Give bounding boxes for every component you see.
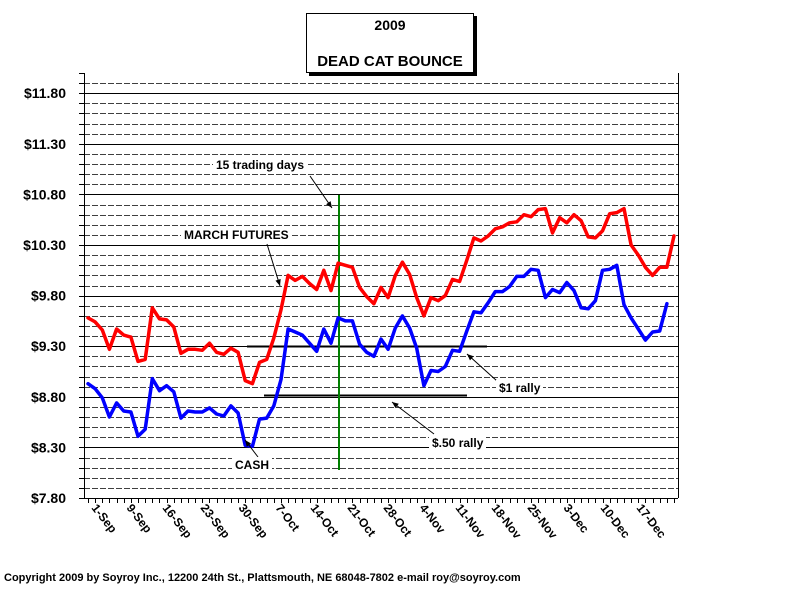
series-line-march-futures	[86, 206, 676, 386]
arrow-march-futures	[266, 243, 281, 287]
x-tick-label: 3-Dec	[561, 501, 592, 536]
x-tick-label: 28-Oct	[381, 501, 415, 539]
y-tick-label: $11.30	[24, 136, 66, 152]
arrow-15-trading-days	[309, 175, 333, 209]
x-tick-label: 9-Sep	[124, 501, 155, 535]
x-tick-label: 14-Oct	[308, 501, 342, 539]
x-tick-label: 10-Dec	[598, 501, 633, 541]
arrow-50-cent-rally	[391, 401, 435, 435]
chart-title-box: 2009 DEAD CAT BOUNCE	[306, 13, 474, 73]
x-tick-label: 17-Dec	[634, 501, 669, 541]
chart-subtitle: DEAD CAT BOUNCE	[317, 53, 463, 70]
annotation-1-dollar-rally: $1 rally	[496, 380, 544, 396]
series-lines	[86, 206, 676, 449]
y-tick-label: $7.80	[31, 490, 66, 506]
arrow-15-trading-days-head	[326, 201, 332, 208]
x-tick-label: 23-Sep	[198, 501, 233, 541]
y-tick-label: $10.30	[23, 237, 66, 253]
y-tick-label: $8.80	[31, 389, 66, 405]
x-tick-label: 21-Oct	[345, 501, 379, 539]
x-tick-label: 25-Nov	[525, 501, 561, 541]
arrow-cash-head	[245, 440, 252, 447]
arrow-50-cent-rally-head	[392, 402, 399, 409]
x-axis-ticks: 1-Sep 9-Sep 16-Sep 23-Sep 30-Sep 7-Oct 14-Oct 2…	[89, 501, 669, 541]
annotation-50-cent-rally: $.50 rally	[429, 435, 487, 451]
x-tick-label: 4-Nov	[417, 501, 449, 536]
x-tick-label: 18-Nov	[489, 501, 525, 541]
series-line-cash	[86, 263, 669, 449]
annotation-arrows	[244, 175, 498, 458]
annotation-cash: CASH	[232, 457, 273, 473]
x-tick-label: 7-Oct	[273, 501, 303, 534]
y-tick-label: $8.30	[31, 439, 66, 455]
y-tick-label: $10.80	[23, 186, 66, 202]
x-tick-label: 30-Sep	[236, 501, 271, 541]
y-tick-label: $11.80	[24, 85, 66, 101]
y-tick-label: $9.30	[31, 338, 66, 354]
arrow-march-futures-head	[275, 279, 281, 286]
chart-title: 2009	[374, 17, 406, 33]
plot-frame	[79, 73, 679, 503]
annotation-15-trading-days: 15 trading days	[213, 157, 308, 173]
arrow-1-dollar-rally	[466, 353, 498, 382]
arrow-1-dollar-rally-head	[467, 354, 474, 361]
x-tick-label: 11-Nov	[453, 501, 488, 541]
x-tick-label: 1-Sep	[89, 501, 120, 535]
y-tick-label: $9.80	[31, 288, 66, 304]
x-tick-label: 16-Sep	[160, 501, 195, 541]
copyright-footer: Copyright 2009 by Soyroy Inc., 12200 24t…	[4, 572, 521, 584]
y-axis-ticks: $7.80 $8.30 $8.80 $9.30 $9.80 $10.30 $10.80 $11…	[23, 85, 66, 506]
annotation-march-futures: MARCH FUTURES	[181, 227, 292, 243]
